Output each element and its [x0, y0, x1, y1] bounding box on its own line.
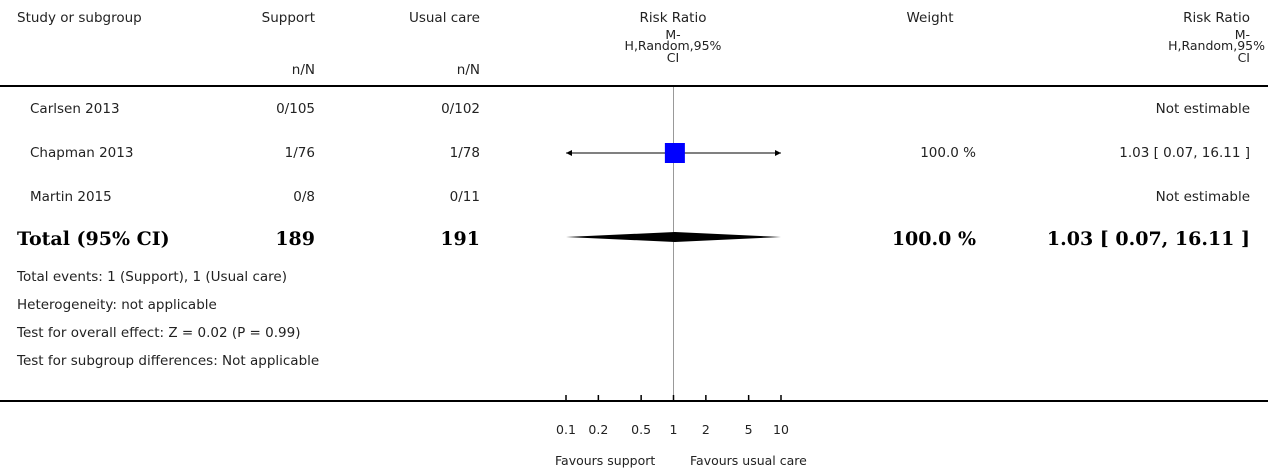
bottom-divider [0, 400, 1268, 402]
footnote-total-events: Total events: 1 (Support), 1 (Usual care… [17, 269, 287, 285]
ci-arrow-right [775, 150, 781, 156]
study-result: Not estimable [1155, 189, 1250, 205]
study-name: Chapman 2013 [30, 145, 134, 161]
header-nN-usual: n/N [456, 62, 480, 78]
header-plot-line2: M- [665, 27, 681, 42]
footnote-heterogeneity: Heterogeneity: not applicable [17, 297, 217, 313]
study-support-nN: 0/105 [276, 101, 315, 117]
axis-tick-label: 1 [669, 422, 678, 437]
header-result-title: Risk Ratio [1183, 10, 1250, 26]
header-plot-line4: CI [666, 50, 680, 65]
header-result-line3: H,Random,95% [1168, 38, 1265, 53]
study-usual-nN: 1/78 [449, 145, 480, 161]
axis-tick-label: 10 [773, 422, 789, 437]
study-result: Not estimable [1155, 101, 1250, 117]
study-usual-nN: 0/102 [441, 101, 480, 117]
footnote-overall-effect: Test for overall effect: Z = 0.02 (P = 0… [17, 325, 301, 341]
header-nN-support: n/N [291, 62, 315, 78]
header-support: Support [261, 10, 315, 26]
favours-right-label: Favours usual care [690, 453, 807, 468]
favours-left-label: Favours support [555, 453, 656, 468]
total-result: 1.03 [ 0.07, 16.11 ] [1046, 228, 1250, 250]
header-divider [0, 85, 1268, 87]
header-usual-care: Usual care [408, 10, 480, 26]
header-weight: Weight [906, 10, 954, 26]
ci-arrow-left [566, 150, 572, 156]
point-estimate-marker [664, 143, 685, 163]
study-name: Martin 2015 [30, 189, 112, 205]
total-usual: 191 [440, 228, 480, 250]
axis-tick-label: 5 [744, 422, 753, 437]
axis-tick-label: 2 [701, 422, 710, 437]
study-result: 1.03 [ 0.07, 16.11 ] [1119, 145, 1250, 161]
study-usual-nN: 0/11 [449, 189, 480, 205]
header-study: Study or subgroup [17, 10, 142, 26]
total-support: 189 [275, 228, 315, 250]
axis-tick-label: 0.5 [631, 422, 652, 437]
study-support-nN: 1/76 [284, 145, 315, 161]
total-label: Total (95% CI) [17, 228, 170, 250]
footnote-subgroup-diff: Test for subgroup differences: Not appli… [17, 353, 320, 369]
axis-tick-label: 0.2 [588, 422, 609, 437]
study-weight: 100.0 % [920, 145, 976, 161]
header-plot-line3: H,Random,95% [624, 38, 722, 53]
header-result-line2: M- [1234, 27, 1250, 42]
study-name: Carlsen 2013 [30, 101, 120, 117]
header-plot-title: Risk Ratio [639, 10, 707, 26]
header-result-line4: CI [1237, 50, 1250, 65]
total-diamond [566, 232, 781, 242]
study-support-nN: 0/8 [293, 189, 315, 205]
total-weight: 100.0 % [891, 228, 976, 250]
axis-tick-label: 0.1 [556, 422, 576, 437]
